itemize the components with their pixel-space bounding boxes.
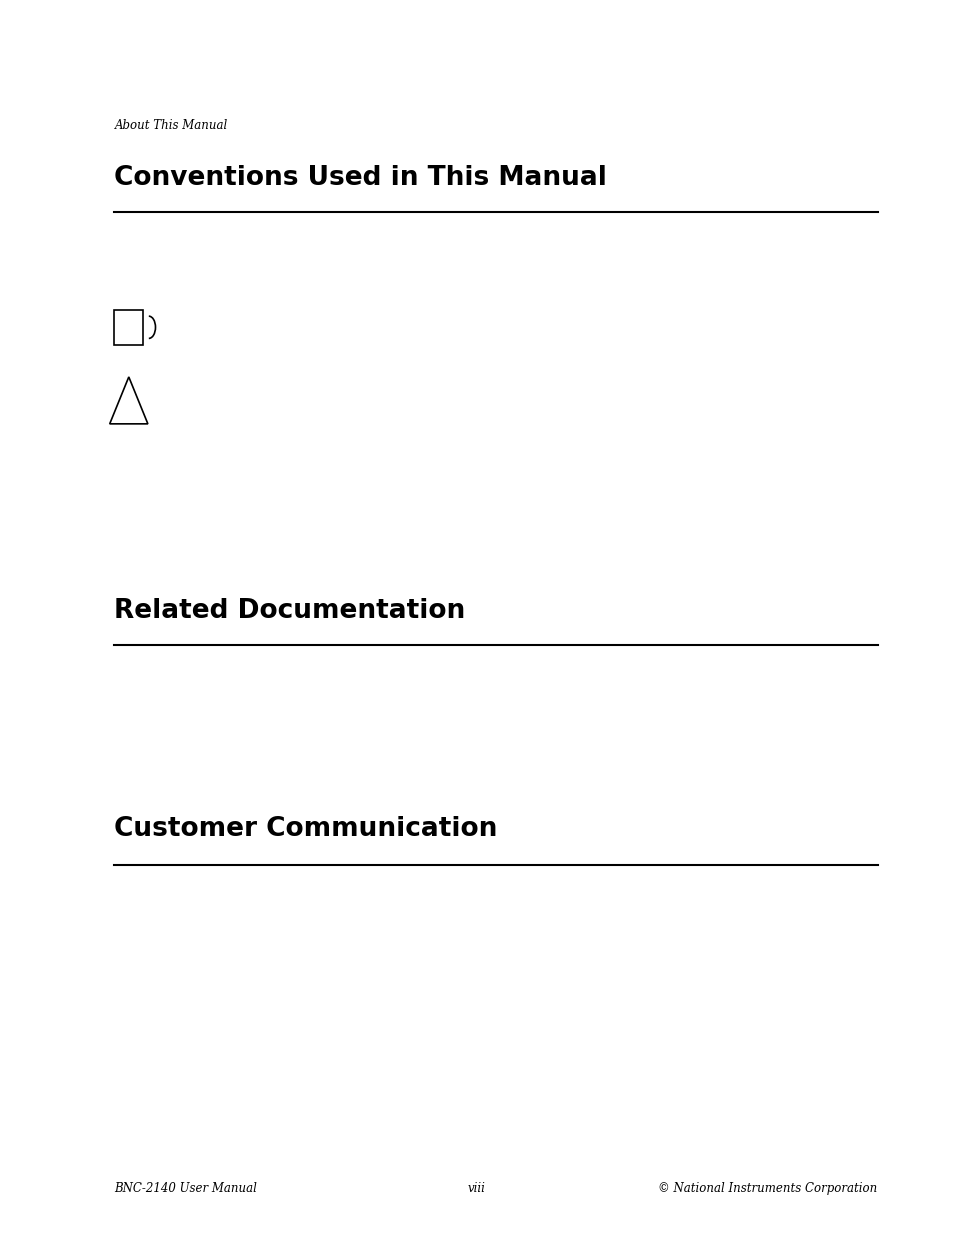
Text: Customer Communication: Customer Communication <box>114 816 497 842</box>
Text: About This Manual: About This Manual <box>114 119 228 132</box>
Text: BNC-2140 User Manual: BNC-2140 User Manual <box>114 1182 257 1194</box>
Text: © National Instruments Corporation: © National Instruments Corporation <box>658 1182 877 1194</box>
Text: Related Documentation: Related Documentation <box>114 598 465 624</box>
Text: Conventions Used in This Manual: Conventions Used in This Manual <box>114 165 607 191</box>
Polygon shape <box>110 377 148 424</box>
FancyBboxPatch shape <box>114 310 143 345</box>
Text: viii: viii <box>468 1182 485 1194</box>
